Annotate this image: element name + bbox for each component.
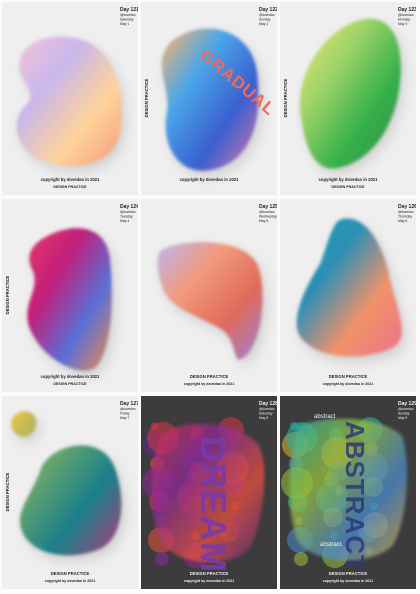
handle: @dovedao [259,407,275,411]
weekday: Saturday [259,412,273,416]
poster: Day 127 @dovedao Friday May 7 DESIGN PRACTIC… [2,396,138,589]
handle: @dovedao [120,407,136,411]
weekday: Saturday [120,18,134,22]
texture [155,552,169,566]
day-number: Day 126 [398,204,416,210]
gradient-blob [157,242,263,360]
poster: Day 124 @dovedao Tuesday May 4 DESIGN PRACTI… [2,199,138,392]
gradient-blob [16,36,122,166]
art-text: ABSTRACT [340,421,370,572]
gradient-blob [299,18,401,169]
day-number: Day 124 [120,204,138,210]
footer-line: copyright by dovedao in 2021 [323,382,374,386]
day-number: Day 123 [398,7,416,13]
footer-line: copyright by dovedao in 2021 [323,579,374,583]
gradient-blob [289,418,407,561]
gradient-blob [161,28,259,171]
footer-line: DESIGN PRACTICE [53,382,87,386]
handle: @dovedao [120,210,136,214]
poster: Day 128 @dovedao Saturday May 8 DREAM DESIGN … [141,396,277,589]
weekday: Sunday [259,18,271,22]
day-number: Day 125 [259,204,277,210]
footer-line: copyright by dovedao in 2021 [41,374,101,379]
side-label: DESIGN PRACTICE [144,78,149,117]
date: May 8 [259,416,268,420]
weekday: Wednesday [259,215,277,219]
side-label: DESIGN PRACTICE [283,78,288,117]
footer-line: DESIGN PRACTICE [329,374,368,379]
poster: Day 125 @dovedao Wednesday May 5 DESIGN PRAC… [141,199,277,392]
footer-line: copyright by dovedao in 2021 [184,382,235,386]
footer-line: DESIGN PRACTICE [53,185,87,189]
texture [294,552,308,566]
handle: @dovedao [120,13,136,17]
weekday: Friday [120,412,130,416]
handle: @dovedao [398,407,414,411]
day-number: Day 129 [398,401,416,407]
poster: Day 121 @dovedao Saturday May 1 copyright by… [2,2,138,195]
footer-line: copyright by dovedao in 2021 [180,177,240,182]
date: May 7 [120,416,129,420]
date: May 6 [398,219,407,223]
weekday: Thursday [398,215,412,219]
footer-line: DESIGN PRACTICE [190,374,229,379]
footer-line: copyright by dovedao in 2021 [319,177,379,182]
handle: @dovedao [398,210,414,214]
day-number: Day 128 [259,401,277,407]
weekday: Sunday [398,412,410,416]
art-text: DREAM [193,436,234,573]
footer-line: DESIGN PRACTICE [51,571,90,576]
footer-line: copyright by dovedao in 2021 [184,579,235,583]
poster: Day 123 @dovedao Monday May 3 DESIGN PRACTIC… [280,2,416,195]
footer-line: DESIGN PRACTICE [329,571,368,576]
gradient-blob [151,423,265,563]
weekday: Tuesday [120,215,133,219]
footer-line: copyright by dovedao in 2021 [45,579,96,583]
side-label: DESIGN PRACTICE [5,275,10,314]
gradient-blob [27,228,112,371]
side-label: DESIGN PRACTICE [5,472,10,511]
footer-line: copyright by dovedao in 2021 [41,177,101,182]
footer-line: DESIGN PRACTICE [331,185,365,189]
date: May 3 [398,22,407,26]
date: May 1 [120,22,129,26]
weekday: Monday [398,18,410,22]
poster: Day 129 @dovedao Sunday May 9 ABSTRACT abstra… [280,396,416,589]
day-number: Day 121 [120,7,138,13]
handle: @dovedao [259,13,275,17]
date: May 4 [120,219,129,223]
date: May 2 [259,22,268,26]
handle: @dovedao [259,210,275,214]
handle: @dovedao [398,13,414,17]
poster: Day 126 @dovedao Thursday May 6 DESIGN PRACT… [280,199,416,392]
poster: Day 122 @dovedao Sunday May 2 DESIGN PRACTIC… [141,2,277,195]
gradient-blob [296,218,402,357]
date: May 9 [398,416,407,420]
small-text: abstract [320,542,342,548]
day-number: Day 127 [120,401,138,407]
date: May 5 [259,219,268,223]
day-number: Day 122 [259,7,277,13]
gradient-blob [11,411,122,556]
footer-line: DESIGN PRACTICE [190,571,229,576]
small-text: abstract [314,414,336,420]
